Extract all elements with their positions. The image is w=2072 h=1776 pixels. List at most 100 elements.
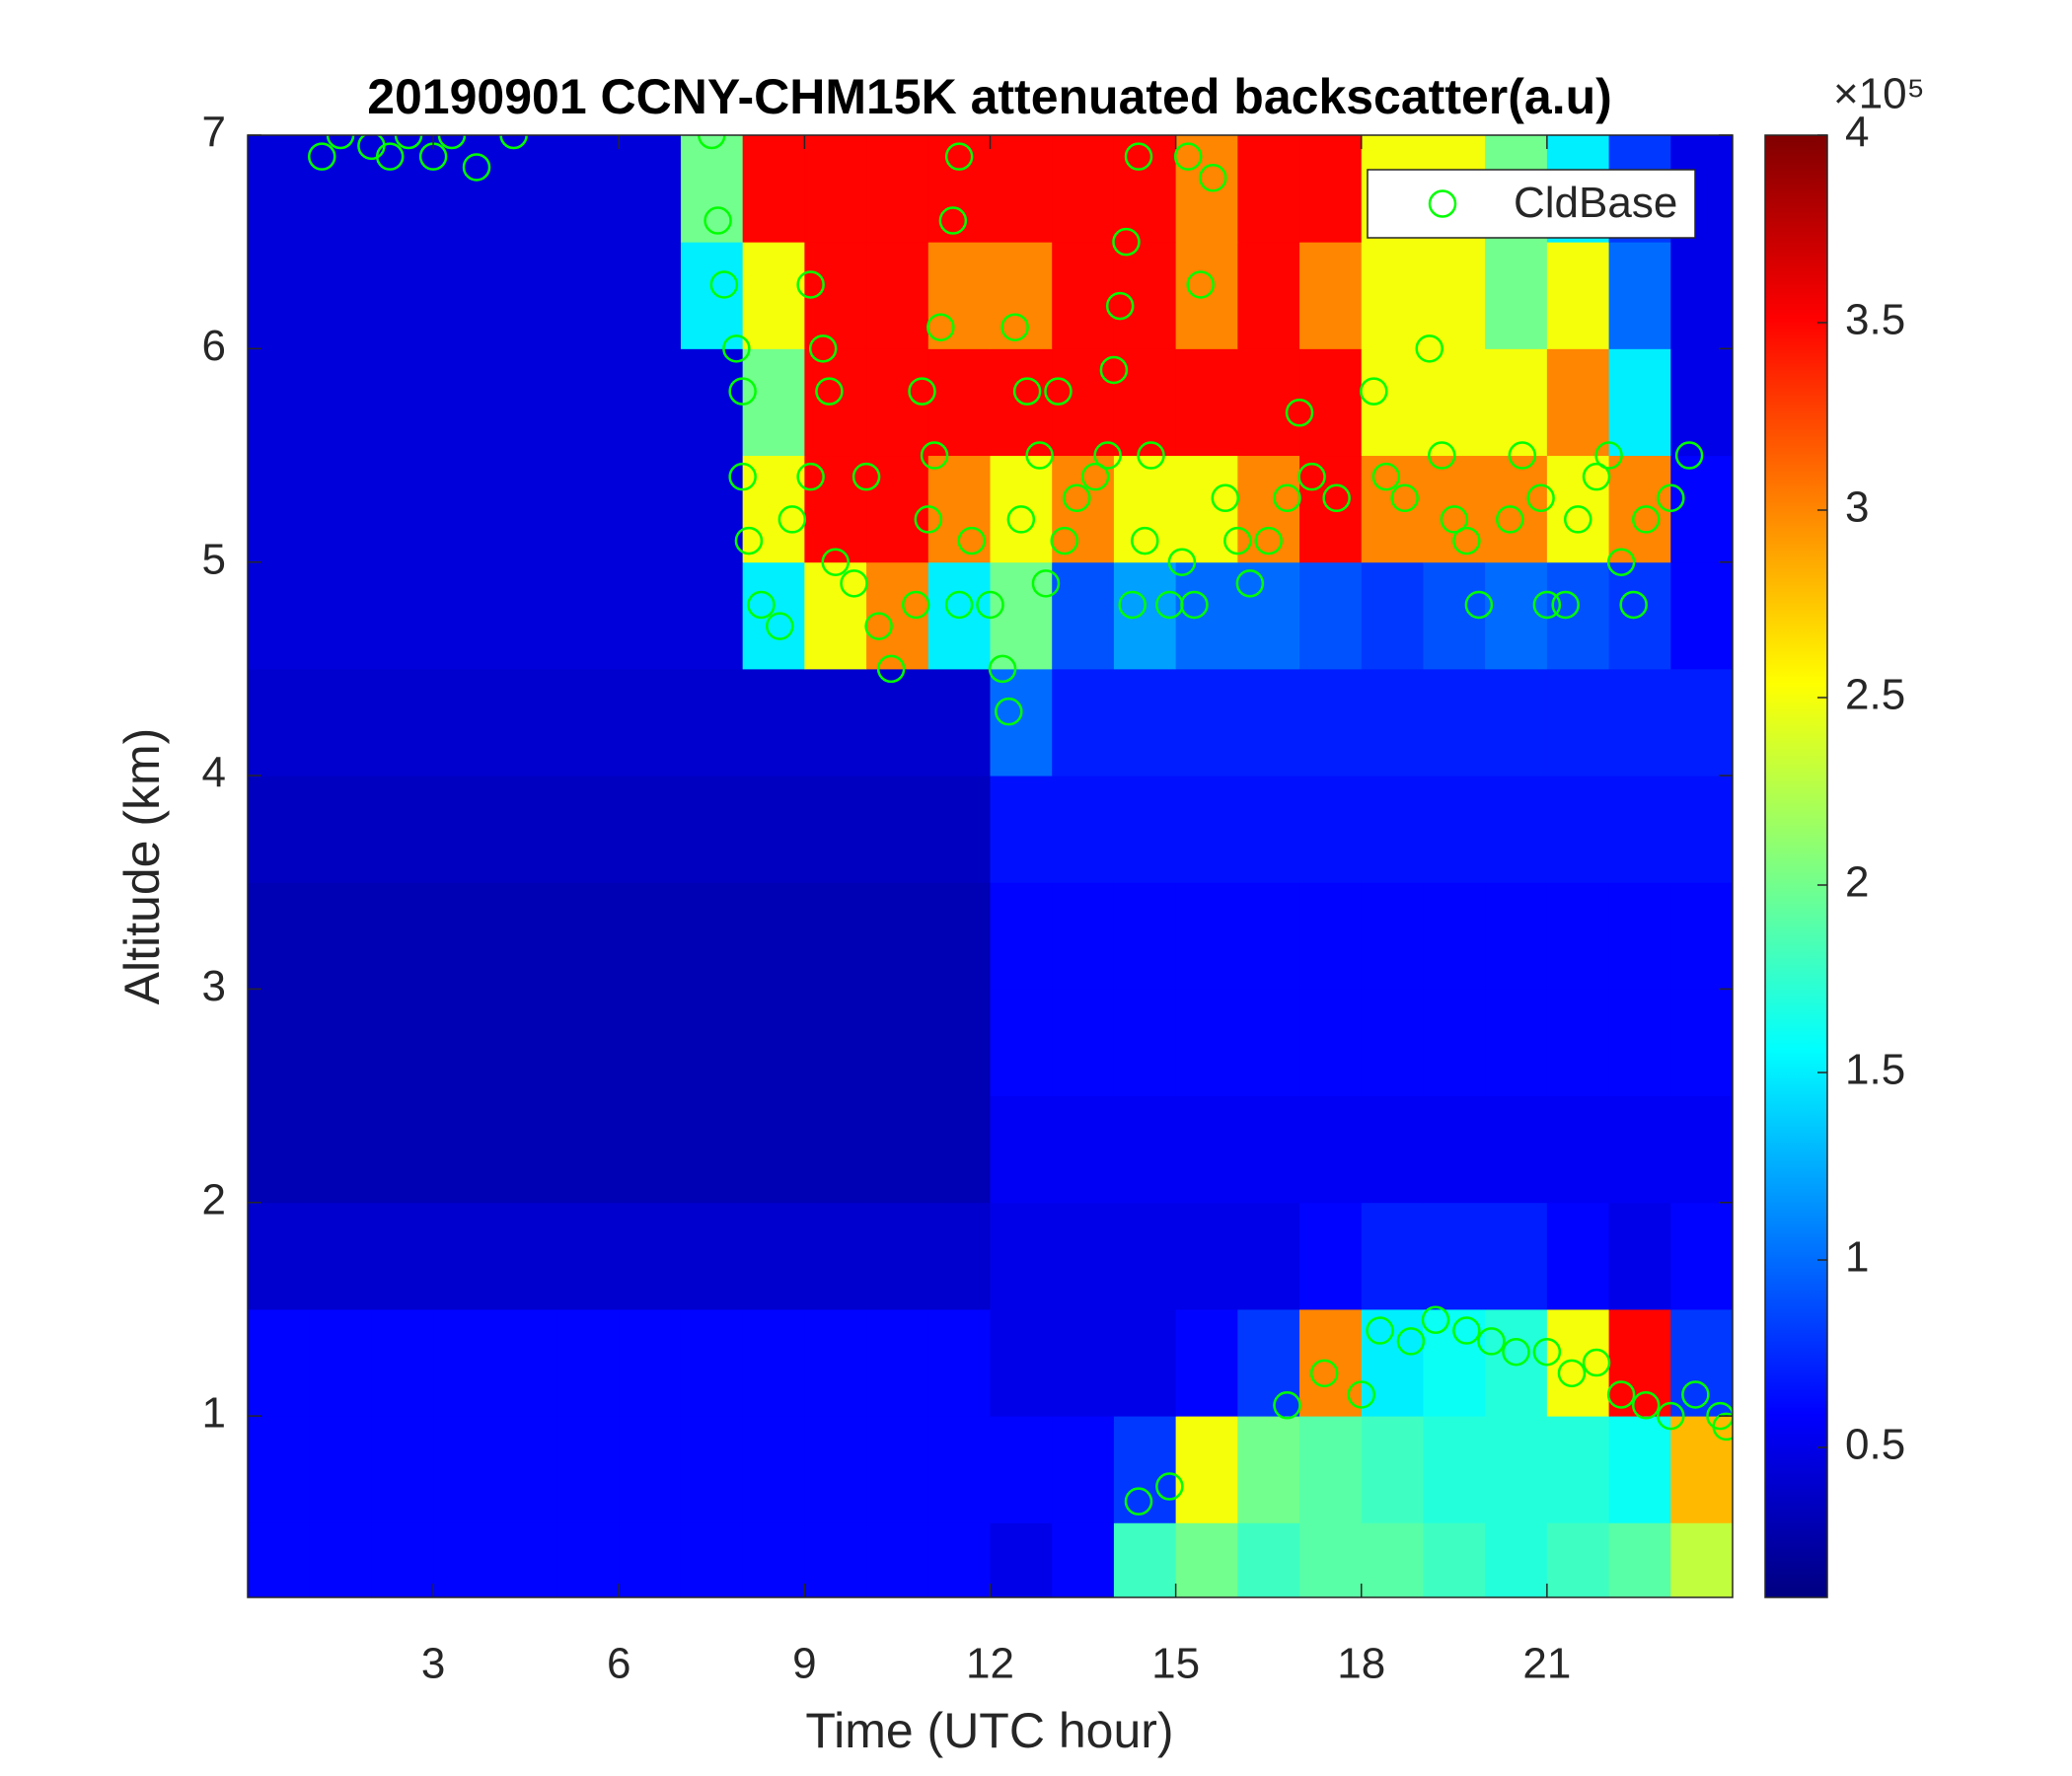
heatmap-cell (556, 668, 620, 777)
heatmap-cell (619, 882, 682, 990)
heatmap-cell (1113, 1308, 1177, 1417)
cloud-base-point (709, 270, 739, 299)
heatmap-cell (1113, 1202, 1177, 1310)
heatmap-cell (927, 1095, 991, 1204)
heatmap-cell (1299, 1522, 1363, 1597)
cloud-base-point (1211, 483, 1240, 513)
cloud-base-point (499, 135, 528, 150)
cloud-base-point (747, 590, 776, 620)
heatmap-cell (927, 242, 991, 349)
heatmap-cell (1052, 1522, 1115, 1597)
heatmap-cell (433, 1308, 496, 1417)
cloud-base-point (1532, 590, 1562, 620)
heatmap-cell (371, 1308, 434, 1417)
heatmap-cell (1299, 561, 1363, 670)
heatmap-cell (309, 776, 372, 883)
cloud-base-point (462, 153, 491, 182)
heatmap-cell (804, 989, 867, 1097)
heatmap-cell (248, 561, 311, 670)
heatmap-cell (804, 135, 867, 243)
heatmap-cell (742, 776, 805, 883)
heatmap-cell (433, 668, 496, 777)
heatmap-cell (990, 455, 1053, 563)
heatmap-cell (1670, 1522, 1733, 1597)
heatmap-cell (804, 776, 867, 883)
cloud-base-point (1477, 1327, 1506, 1356)
heatmap-cell (1608, 668, 1671, 777)
heatmap-cell (742, 135, 805, 243)
heatmap-cell (1175, 1095, 1238, 1204)
cloud-base-point (375, 142, 405, 171)
heatmap-cell (927, 1522, 991, 1597)
y-tick-label: 2 (202, 1175, 226, 1223)
heatmap-cell (1670, 1308, 1733, 1417)
heatmap-cell (1546, 989, 1610, 1097)
heatmap-cell (1299, 989, 1363, 1097)
heatmap-cell (1113, 882, 1177, 990)
x-tick-label: 18 (1337, 1640, 1385, 1688)
heatmap-cell (1608, 776, 1671, 883)
cloud-base-point (1452, 1316, 1481, 1345)
heatmap-cell (680, 1202, 744, 1310)
cloud-base-point (1360, 377, 1388, 406)
cloud-base-point (1105, 291, 1135, 321)
heatmap-cell (742, 882, 805, 990)
x-tick-label: 3 (421, 1640, 445, 1688)
cloud-base-point (394, 135, 423, 150)
heatmap-cell (309, 242, 372, 349)
colorbar-tick-label: 1.5 (1845, 1046, 1905, 1094)
cloud-base-point (1322, 483, 1351, 513)
heatmap-cell (1052, 561, 1115, 670)
heatmap-cell (248, 135, 311, 243)
heatmap-cell (1052, 1202, 1115, 1310)
cloud-base-point (1285, 399, 1314, 427)
heatmap-cell (1237, 348, 1300, 457)
heatmap-cell (1299, 882, 1363, 990)
heatmap-cell (494, 776, 558, 883)
heatmap-cell (1361, 1522, 1424, 1597)
heatmap-cell (619, 561, 682, 670)
y-tick-label: 7 (202, 109, 226, 157)
heatmap-cell (1299, 348, 1363, 457)
heatmap-cell (619, 242, 682, 349)
heatmap-cell (433, 561, 496, 670)
heatmap-cell (804, 1416, 867, 1523)
heatmap-cell (927, 1202, 991, 1310)
heatmap-cell (1175, 1308, 1238, 1417)
heatmap-cell (1361, 561, 1424, 670)
heatmap-cell (1113, 561, 1177, 670)
heatmap-cell (804, 561, 867, 670)
heatmap-cell (371, 882, 434, 990)
cloud-base-point (1464, 590, 1494, 620)
cloud-base-point (1180, 590, 1209, 620)
cloud-base-point (1012, 377, 1042, 406)
heatmap-cell (309, 882, 372, 990)
colorbar (1764, 134, 1828, 1598)
cloud-base-point (908, 377, 936, 406)
heatmap-cell (1608, 1202, 1671, 1310)
heatmap-cell (1237, 882, 1300, 990)
heatmap-cell (927, 668, 991, 777)
cloud-base-point (437, 135, 467, 150)
cloud-base-point (1025, 441, 1054, 470)
heatmap-cell (433, 1522, 496, 1597)
heatmap-cell (804, 242, 867, 349)
heatmap-cell (556, 348, 620, 457)
heatmap-cell (866, 1202, 929, 1310)
heatmap-cell (1361, 1095, 1424, 1204)
heatmap-cell (309, 668, 372, 777)
cloud-base-point (796, 462, 825, 491)
heatmap-cell (866, 1416, 929, 1523)
heatmap-cell (742, 989, 805, 1097)
heatmap-cell (1608, 1416, 1671, 1523)
cloud-base-point (1681, 1380, 1710, 1409)
heatmap-cell (1175, 668, 1238, 777)
cloud-base-point (1619, 590, 1648, 620)
heatmap-cell (433, 1416, 496, 1523)
heatmap-cell (619, 455, 682, 563)
colorbar-tick-label: 3.5 (1845, 296, 1905, 344)
cloud-base-point (1657, 1401, 1685, 1431)
heatmap-cell (371, 989, 434, 1097)
heatmap-cell (494, 1308, 558, 1417)
heatmap-cell (1175, 882, 1238, 990)
